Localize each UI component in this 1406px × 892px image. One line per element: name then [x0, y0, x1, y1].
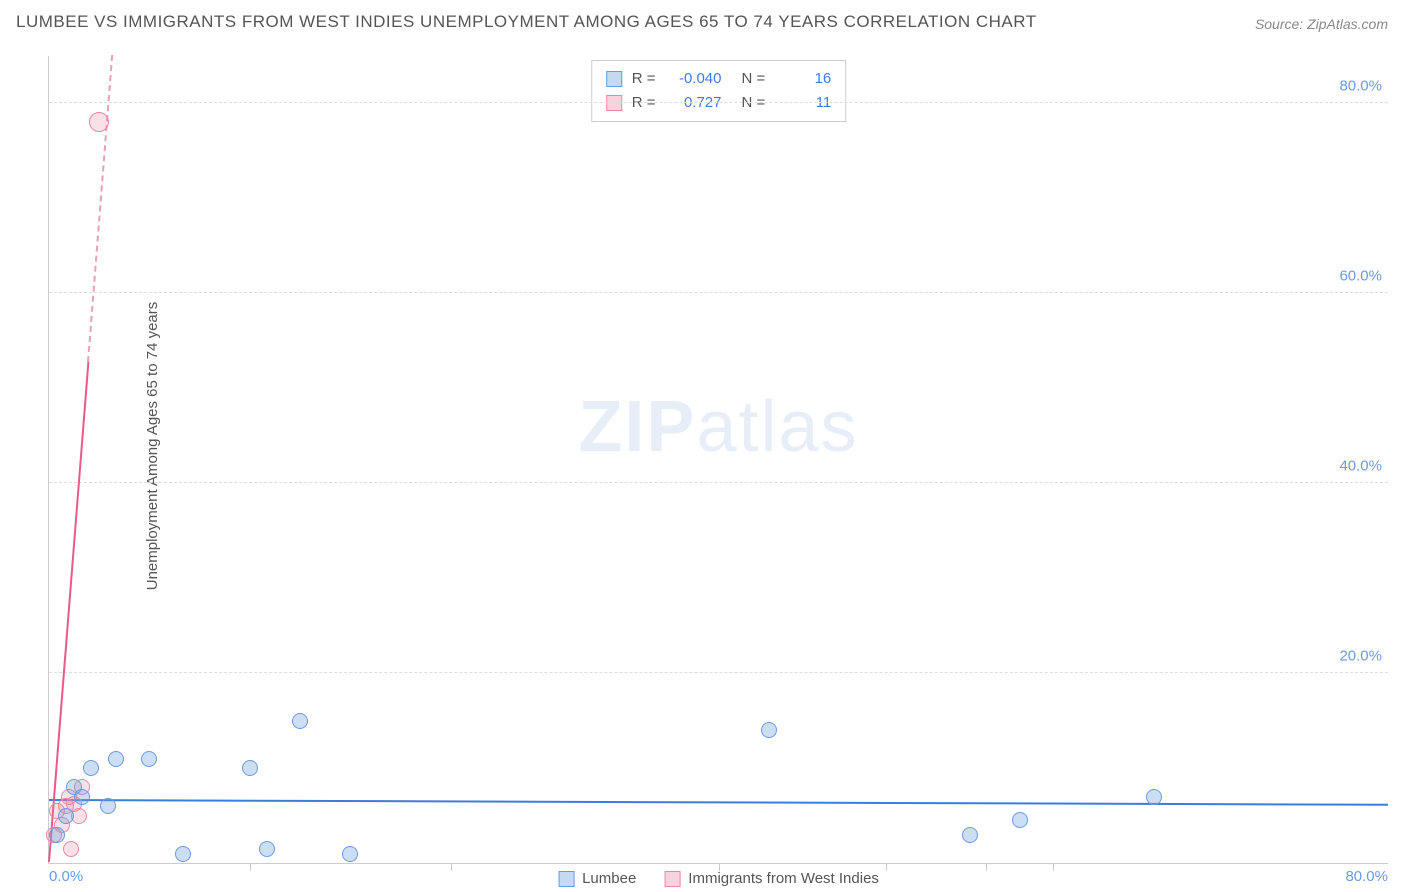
point-lumbee — [962, 827, 978, 843]
correlation-legend: R =-0.040N =16R =0.727N =11 — [591, 60, 847, 122]
x-tick-label: 80.0% — [1345, 868, 1388, 885]
point-lumbee — [49, 827, 65, 843]
y-tick-label: 40.0% — [1339, 458, 1382, 475]
point-lumbee — [175, 846, 191, 862]
chart-plot-area: ZIPatlas R =-0.040N =16R =0.727N =11 Lum… — [48, 56, 1388, 864]
gridline — [49, 672, 1388, 673]
point-lumbee — [83, 760, 99, 776]
x-tick-mark — [719, 863, 720, 871]
point-lumbee — [100, 798, 116, 814]
y-tick-label: 60.0% — [1339, 268, 1382, 285]
legend-label: Immigrants from West Indies — [688, 870, 879, 887]
point-lumbee — [1012, 812, 1028, 828]
point-lumbee — [1146, 789, 1162, 805]
point-lumbee — [292, 713, 308, 729]
n-value: 16 — [775, 67, 831, 91]
point-lumbee — [108, 751, 124, 767]
legend-swatch — [558, 871, 574, 887]
trend-line-westindies-extrapolated — [87, 55, 113, 362]
x-tick-mark — [1053, 863, 1054, 871]
y-tick-label: 20.0% — [1339, 648, 1382, 665]
r-label: R = — [632, 67, 656, 91]
x-tick-label: 0.0% — [49, 868, 83, 885]
gridline — [49, 482, 1388, 483]
point-lumbee — [259, 841, 275, 857]
point-lumbee — [141, 751, 157, 767]
legend-swatch — [664, 871, 680, 887]
x-tick-mark — [886, 863, 887, 871]
x-tick-mark — [451, 863, 452, 871]
gridline — [49, 102, 1388, 103]
r-value: -0.040 — [666, 67, 722, 91]
legend-swatch — [606, 71, 622, 87]
y-tick-label: 80.0% — [1339, 78, 1382, 95]
point-westindies — [63, 841, 79, 857]
point-lumbee — [74, 789, 90, 805]
point-lumbee — [761, 722, 777, 738]
source-attribution: Source: ZipAtlas.com — [1255, 16, 1388, 32]
point-westindies — [89, 112, 109, 132]
legend-item: Immigrants from West Indies — [664, 870, 879, 887]
point-lumbee — [242, 760, 258, 776]
point-lumbee — [58, 808, 74, 824]
chart-title: LUMBEE VS IMMIGRANTS FROM WEST INDIES UN… — [16, 12, 1037, 32]
legend-row: R = -0.040 N = 16 — [606, 67, 832, 91]
point-lumbee — [342, 846, 358, 862]
x-tick-mark — [250, 863, 251, 871]
n-label: N = — [742, 67, 766, 91]
watermark: ZIPatlas — [578, 386, 858, 468]
trend-line-lumbee — [49, 799, 1388, 806]
legend-item: Lumbee — [558, 870, 636, 887]
series-legend: Lumbee Immigrants from West Indies — [558, 870, 879, 887]
x-tick-mark — [986, 863, 987, 871]
gridline — [49, 292, 1388, 293]
legend-label: Lumbee — [582, 870, 636, 887]
